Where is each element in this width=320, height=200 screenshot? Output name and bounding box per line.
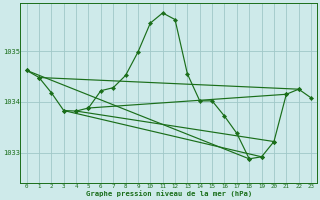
X-axis label: Graphe pression niveau de la mer (hPa): Graphe pression niveau de la mer (hPa) <box>86 190 252 197</box>
